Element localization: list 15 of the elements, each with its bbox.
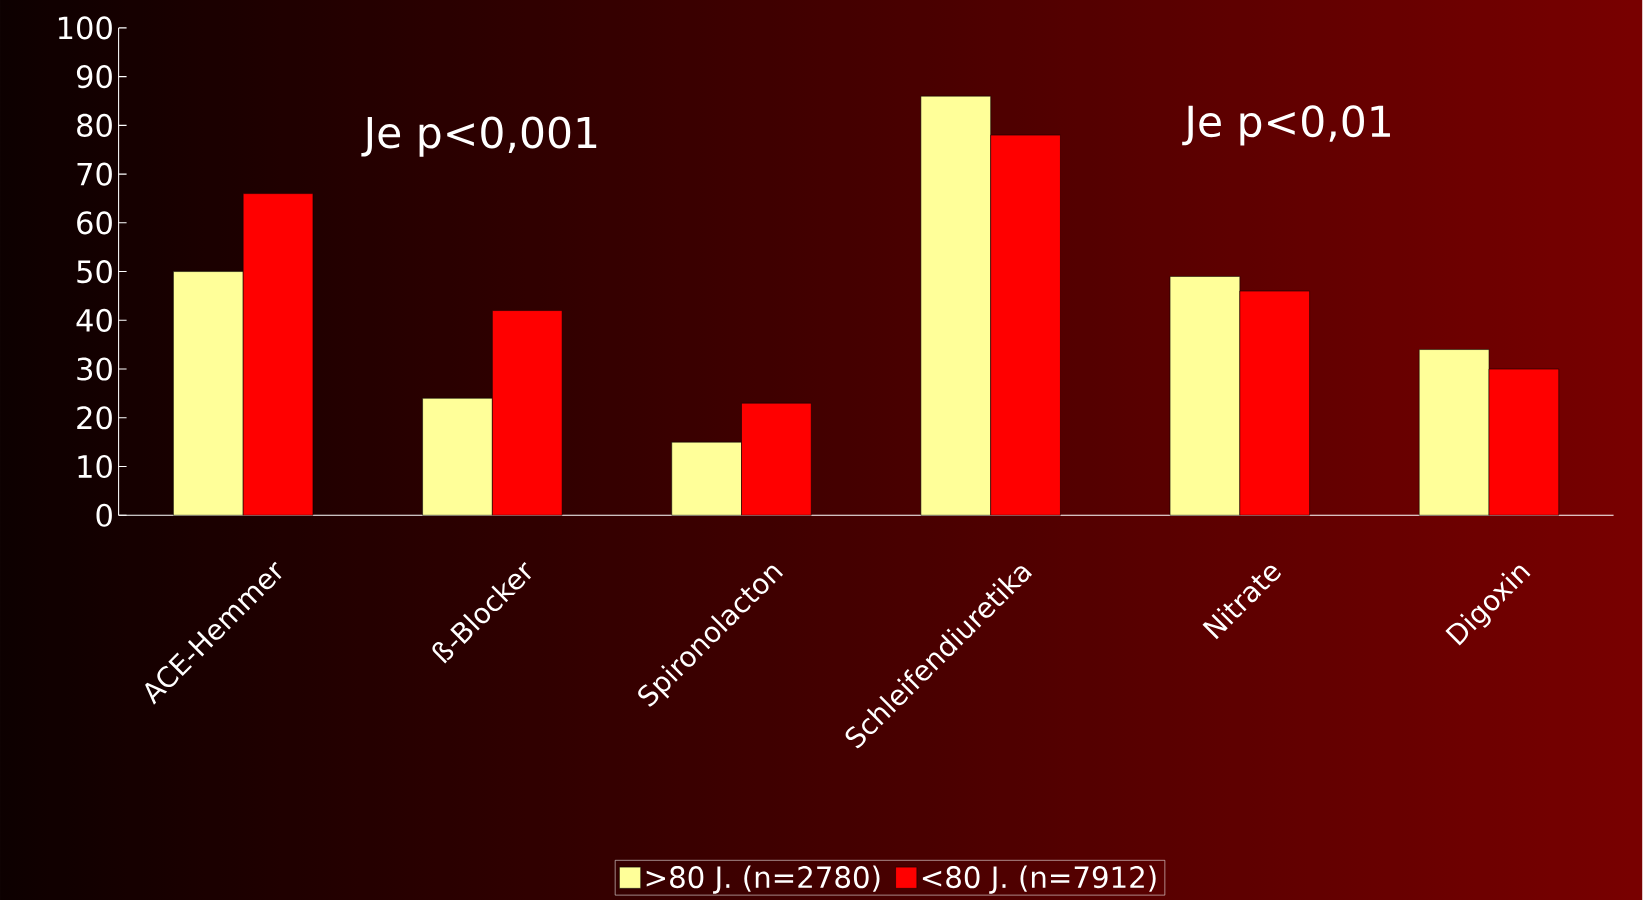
y-tick-label: 90 (76, 65, 112, 89)
y-tick-label: 20 (77, 406, 112, 430)
legend-label: >80 J. (n=2780) (646, 865, 880, 894)
y-tick-label: 0 (96, 503, 112, 527)
legend-label: <80 J. (n=7912) (922, 865, 1156, 894)
y-tick-label: 80 (77, 113, 112, 137)
annotation: Je p<0,01 (1182, 105, 1390, 146)
y-tick-label: 70 (77, 162, 112, 186)
y-tick-label: 50 (77, 260, 112, 284)
y-tick-label: 30 (77, 357, 112, 381)
y-tick-label: 60 (77, 211, 112, 235)
annotation: Je p<0,001 (361, 116, 597, 157)
y-tick-label: 100 (58, 16, 112, 40)
y-tick-label: 10 (78, 454, 112, 479)
y-tick-label: 40 (76, 308, 112, 332)
